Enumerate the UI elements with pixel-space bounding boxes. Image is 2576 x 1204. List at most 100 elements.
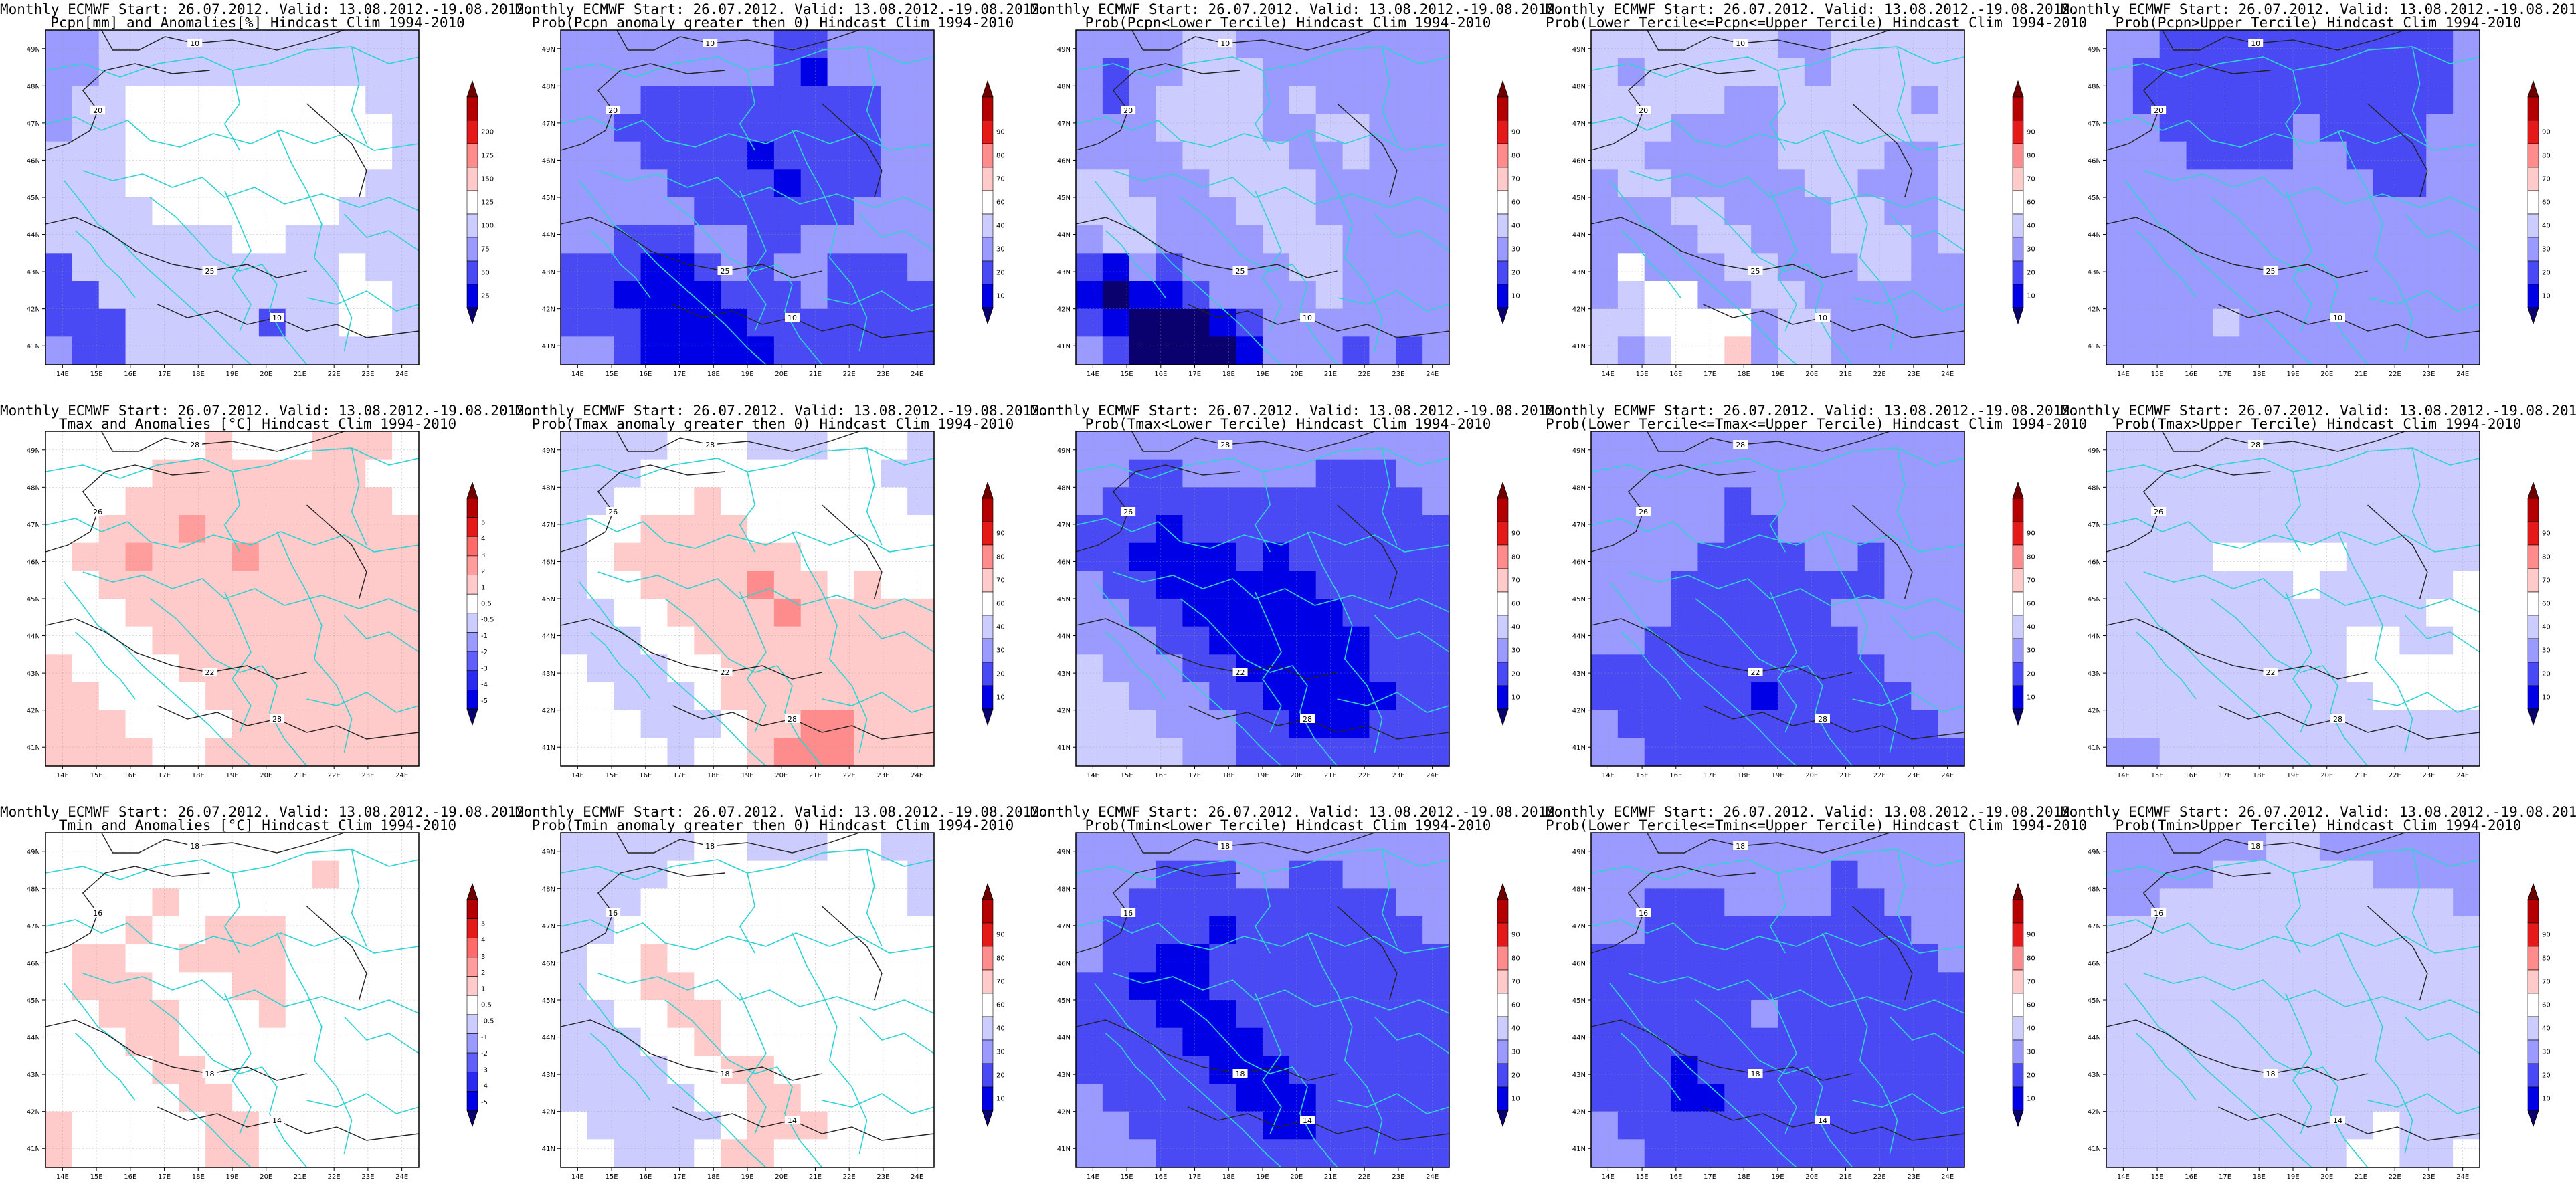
field-cell [1644, 1000, 1672, 1029]
lat-tick-label: 46N [542, 559, 555, 566]
border-line [579, 180, 767, 365]
field-cell [747, 197, 775, 226]
field-cell [2159, 197, 2187, 226]
field-cell [1422, 431, 1450, 460]
border-line [276, 130, 353, 352]
field-cell [827, 86, 855, 114]
field-cell [1076, 972, 1103, 1001]
field-cell [854, 1027, 881, 1056]
field-cell [1911, 308, 1938, 337]
field-cell [1804, 225, 1832, 254]
field-cell [773, 626, 802, 655]
field-cell [1263, 542, 1290, 571]
colorbar-label: -3 [481, 665, 488, 672]
lon-tick-label: 22E [1873, 1173, 1886, 1181]
field-cell [2159, 1139, 2187, 1168]
border-line [306, 692, 420, 713]
colorbar-label: 20 [1511, 1072, 1520, 1080]
field-cell [1315, 944, 1344, 973]
field-cell [339, 30, 366, 59]
colorbar-swatch [982, 498, 994, 522]
field-cell [72, 253, 100, 282]
field-cell [339, 1111, 366, 1140]
colorbar-min-arrow [466, 708, 478, 726]
field-cell [312, 169, 340, 198]
field-cell [2132, 542, 2160, 571]
contour-label: 18 [705, 842, 715, 851]
field-cell [2239, 1027, 2267, 1056]
lon-tick-label: 14E [2117, 1173, 2130, 1181]
field-cell [1591, 515, 1619, 544]
field-cell [1209, 281, 1236, 310]
field-cell [1422, 654, 1450, 683]
field-cell [721, 1027, 748, 1056]
colorbar-swatch [466, 1014, 478, 1034]
colorbar-swatch [466, 593, 478, 614]
field-cell [827, 738, 855, 767]
field-cell [1289, 431, 1317, 460]
field-cell [392, 169, 420, 198]
field-cell [45, 1027, 73, 1056]
colorbar-swatch [1497, 969, 1509, 994]
contour-label: 25 [1751, 267, 1760, 276]
field-cell [2132, 738, 2160, 767]
field-cell [392, 281, 420, 310]
lat-tick-label: 41N [1572, 1146, 1586, 1153]
field-cell [1911, 225, 1938, 254]
field-cell [1644, 738, 1672, 767]
field-cell [205, 944, 233, 973]
field-cell [1804, 281, 1832, 310]
field-cell [1156, 833, 1184, 862]
field-cell [125, 515, 153, 544]
field-cell [827, 1111, 855, 1140]
field-cell [747, 58, 775, 86]
field-cell [179, 253, 206, 282]
field-cell [365, 860, 393, 889]
field-cell [1617, 58, 1645, 86]
field-cell [827, 1139, 855, 1168]
field-cell [1938, 1084, 1965, 1112]
colorbar-swatch [1497, 96, 1509, 121]
colorbar-max-arrow [2527, 80, 2539, 98]
lon-tick-label: 22E [1358, 371, 1371, 378]
field-cell [1671, 169, 1699, 198]
field-cell [205, 1111, 233, 1140]
lat-tick-label: 47N [1057, 923, 1071, 930]
field-cell [2186, 253, 2214, 282]
field-cell [2106, 225, 2134, 254]
field-cell [2239, 1084, 2267, 1112]
field-cell [907, 571, 935, 599]
colorbar-label: -5 [481, 1099, 488, 1106]
contour-label: 10 [2333, 314, 2342, 322]
colorbar-label: 70 [1511, 979, 1520, 986]
colorbar-swatch [1497, 662, 1509, 686]
field-cell [1644, 336, 1672, 365]
field-cell [2159, 571, 2187, 599]
field-cell [2132, 336, 2160, 365]
field-cell [179, 1111, 206, 1140]
field-cell [640, 58, 668, 86]
colorbar-label: 70 [1511, 176, 1520, 183]
field-cell [258, 833, 286, 862]
field-cell [1315, 58, 1344, 86]
field-cell [2239, 1056, 2267, 1084]
field-cell [561, 459, 588, 488]
lat-tick-label: 44N [27, 633, 40, 641]
colorbar-swatch [2012, 946, 2024, 971]
field-cell [2453, 336, 2480, 365]
field-cell [773, 30, 802, 59]
field-cell [152, 1139, 179, 1168]
field-cell [1342, 253, 1370, 282]
field-cell [1884, 431, 1912, 460]
contour-label-bg [1121, 908, 1136, 917]
field-cell [339, 225, 366, 254]
field-cell [640, 1111, 668, 1140]
field-cell [881, 1084, 908, 1112]
field-cell [907, 888, 935, 917]
field-cell [205, 1139, 233, 1168]
field-cell [1778, 515, 1805, 544]
field-cell [800, 459, 828, 488]
